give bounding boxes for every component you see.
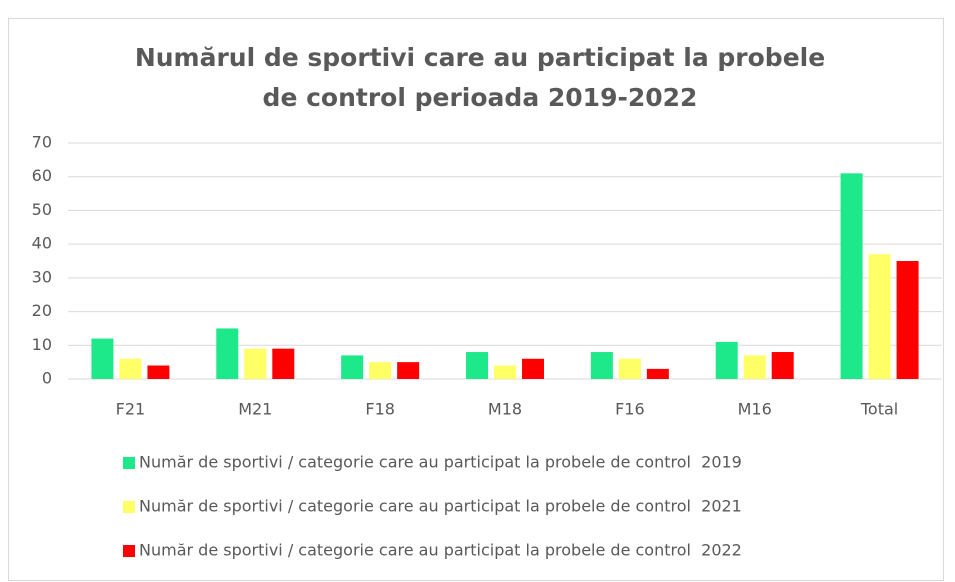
chart-frame	[8, 18, 944, 581]
x-tick-label: M18	[488, 400, 522, 419]
legend-swatch	[123, 545, 135, 557]
bar	[91, 338, 114, 379]
y-tick-label: 30	[32, 267, 52, 286]
legend-label: Număr de sportivi / categorie care au pa…	[139, 541, 742, 560]
bar	[466, 352, 488, 379]
bar	[522, 358, 544, 379]
legend-swatch	[123, 457, 135, 469]
legend-swatch	[123, 501, 135, 513]
bar	[771, 352, 794, 379]
y-tick-label: 10	[32, 335, 52, 354]
bar	[369, 362, 392, 379]
bar	[341, 355, 364, 379]
y-tick-label: 20	[32, 301, 52, 320]
y-tick-label: 50	[32, 200, 52, 219]
legend-label: Număr de sportivi / categorie care au pa…	[139, 453, 742, 472]
bar	[618, 358, 641, 379]
bar	[840, 173, 863, 379]
bar	[715, 341, 738, 379]
x-tick-label: M16	[738, 400, 772, 419]
y-tick-label: 0	[42, 369, 52, 388]
y-tick-label: 40	[32, 234, 52, 253]
x-tick-label: F16	[615, 400, 645, 419]
bar	[590, 352, 613, 379]
y-tick-label: 70	[32, 133, 52, 152]
y-tick-label: 60	[32, 166, 52, 185]
bar	[397, 362, 420, 379]
bar	[743, 355, 766, 379]
bar	[147, 365, 170, 379]
chart-title: Numărul de sportivi care au participat l…	[134, 43, 826, 112]
legend-label: Număr de sportivi / categorie care au pa…	[139, 497, 742, 516]
bar	[216, 328, 239, 379]
bar	[119, 358, 142, 379]
x-tick-label: F21	[116, 400, 146, 419]
bar	[646, 368, 669, 379]
bar	[494, 365, 516, 379]
bar	[868, 254, 891, 379]
x-tick-label: M21	[238, 400, 272, 419]
x-tick-label: F18	[365, 400, 395, 419]
bar	[272, 348, 295, 379]
bar	[244, 348, 267, 379]
x-tick-label: Total	[860, 400, 898, 419]
bar	[896, 261, 919, 379]
